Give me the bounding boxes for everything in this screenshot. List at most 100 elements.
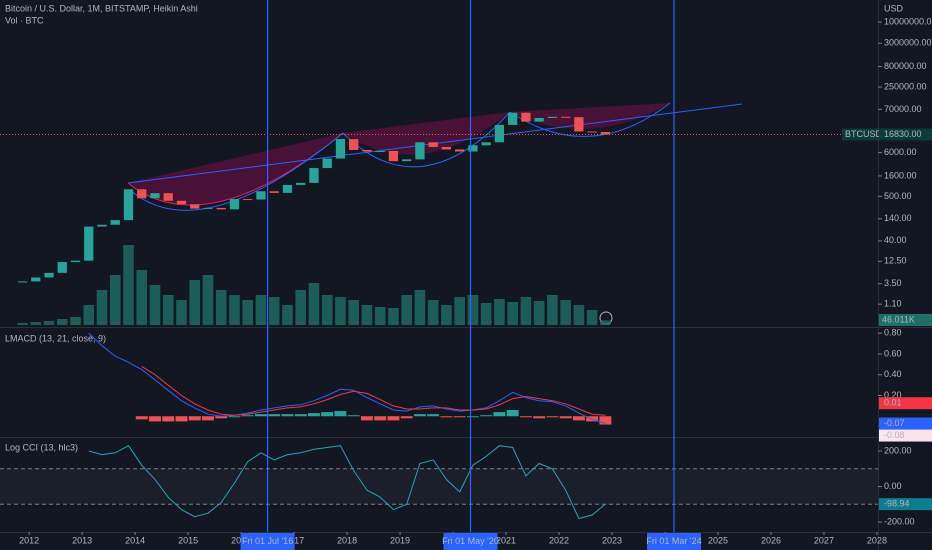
volume-bar bbox=[242, 300, 254, 325]
candle bbox=[428, 142, 438, 147]
y-tick-label: 40.00 bbox=[884, 235, 907, 245]
volume-bar bbox=[454, 297, 465, 325]
candle bbox=[203, 207, 213, 209]
x-tick-label: 2014 bbox=[125, 535, 145, 545]
y-tick-label: 70000.00 bbox=[884, 104, 922, 114]
price-label-bg bbox=[842, 128, 878, 141]
histogram-bar bbox=[413, 414, 426, 417]
marker-label: Fri 01 May '20 bbox=[442, 536, 499, 546]
volume-label-bg bbox=[879, 314, 932, 326]
price-label: 16830.00 bbox=[884, 129, 922, 139]
volume-bar bbox=[467, 295, 479, 325]
volume-bar bbox=[533, 301, 545, 325]
volume-bar bbox=[520, 297, 532, 325]
candle bbox=[481, 142, 491, 146]
volume-bar bbox=[586, 310, 598, 325]
y-tick-label: 3000000.00 bbox=[884, 38, 932, 48]
volume-bar bbox=[573, 305, 585, 325]
candle bbox=[163, 193, 173, 201]
histogram-bar bbox=[427, 414, 440, 417]
volume-bar bbox=[348, 300, 359, 325]
volume-bar bbox=[56, 319, 68, 325]
y-tick-label: 1600.00 bbox=[884, 170, 917, 180]
volume-bar bbox=[494, 299, 505, 325]
volume-bar bbox=[202, 275, 214, 325]
candle bbox=[296, 182, 306, 185]
candle bbox=[110, 220, 120, 225]
volume-bar bbox=[480, 303, 492, 325]
x-tick-label: 2018 bbox=[337, 535, 357, 545]
y-tick-label: 800000.00 bbox=[884, 61, 927, 71]
y-tick-label: 140.00 bbox=[884, 213, 912, 223]
histogram-bar bbox=[586, 416, 599, 422]
y-tick-label: 200.00 bbox=[884, 445, 912, 455]
volume-bar bbox=[401, 295, 412, 325]
volume-bar bbox=[189, 280, 201, 325]
histogram-bar bbox=[506, 410, 519, 417]
y-tick-label: 6000.00 bbox=[884, 147, 917, 157]
marker-label: Fri 01 Mar '24 bbox=[646, 536, 701, 546]
y-tick-label: 12.50 bbox=[884, 256, 907, 266]
histogram-bar bbox=[493, 412, 506, 417]
candle bbox=[256, 191, 266, 200]
marker-label-bg bbox=[443, 533, 498, 550]
x-tick-label: 2026 bbox=[761, 535, 781, 545]
y-tick-label: 1.10 bbox=[884, 299, 902, 309]
volume-bar bbox=[70, 317, 81, 325]
candle bbox=[282, 184, 293, 193]
price-label-bg bbox=[879, 128, 932, 141]
histogram-bar bbox=[480, 415, 493, 417]
volume-bar bbox=[176, 300, 187, 325]
x-tick-label: 2028 bbox=[867, 535, 887, 545]
histogram-bar bbox=[400, 416, 413, 419]
pane-title: Log CCI (13, hlc3) bbox=[5, 442, 78, 452]
volume-bar bbox=[83, 305, 95, 325]
histogram-bar bbox=[268, 414, 281, 417]
volume-bar bbox=[321, 295, 333, 325]
candle bbox=[31, 277, 41, 282]
series-line bbox=[88, 445, 606, 520]
volume-bar bbox=[162, 295, 174, 325]
x-tick-label: 2022 bbox=[549, 535, 569, 545]
candle bbox=[17, 281, 28, 283]
histogram-bar bbox=[440, 416, 453, 418]
volume-bar bbox=[17, 323, 28, 325]
series-line bbox=[141, 365, 606, 416]
volume-bar bbox=[136, 270, 148, 325]
x-tick-label: 2019 bbox=[390, 535, 410, 545]
histogram-bar bbox=[215, 416, 228, 419]
histogram-bar bbox=[453, 416, 466, 418]
candle bbox=[521, 112, 531, 122]
histogram-bar bbox=[572, 416, 585, 421]
histogram-bar bbox=[162, 416, 175, 422]
histogram-bar bbox=[387, 416, 400, 421]
candle bbox=[388, 150, 399, 162]
candle bbox=[574, 117, 584, 132]
volume-bar bbox=[229, 295, 240, 325]
histogram-bar bbox=[281, 414, 294, 417]
chart-title: Bitcoin / U.S. Dollar, 1M, BITSTAMP, Hei… bbox=[5, 3, 198, 13]
candle bbox=[44, 272, 54, 278]
candle bbox=[322, 158, 332, 169]
histogram-bar bbox=[466, 416, 479, 418]
histogram-bar bbox=[307, 413, 320, 417]
last-value-label: -98.94 bbox=[884, 498, 910, 508]
histogram-bar bbox=[149, 416, 161, 422]
histogram-bar bbox=[599, 416, 612, 425]
last-value-label: 0.01 bbox=[884, 398, 902, 408]
candle bbox=[123, 189, 134, 221]
volume-bar bbox=[308, 283, 320, 325]
candle bbox=[508, 112, 518, 125]
last-value-label: -0.07 bbox=[884, 418, 905, 428]
histogram-bar bbox=[175, 416, 188, 422]
y-tick-label: 10000000.00 bbox=[884, 16, 932, 26]
candle bbox=[494, 124, 505, 143]
y-tick-label: 0.80 bbox=[884, 328, 902, 338]
y-tick-label: -200.00 bbox=[884, 516, 915, 526]
volume-label: 46.011K bbox=[882, 314, 915, 324]
candle bbox=[468, 145, 478, 152]
last-value-label: -0.08 bbox=[884, 430, 905, 440]
volume-bar bbox=[30, 322, 42, 325]
axis-unit: USD bbox=[884, 3, 904, 13]
